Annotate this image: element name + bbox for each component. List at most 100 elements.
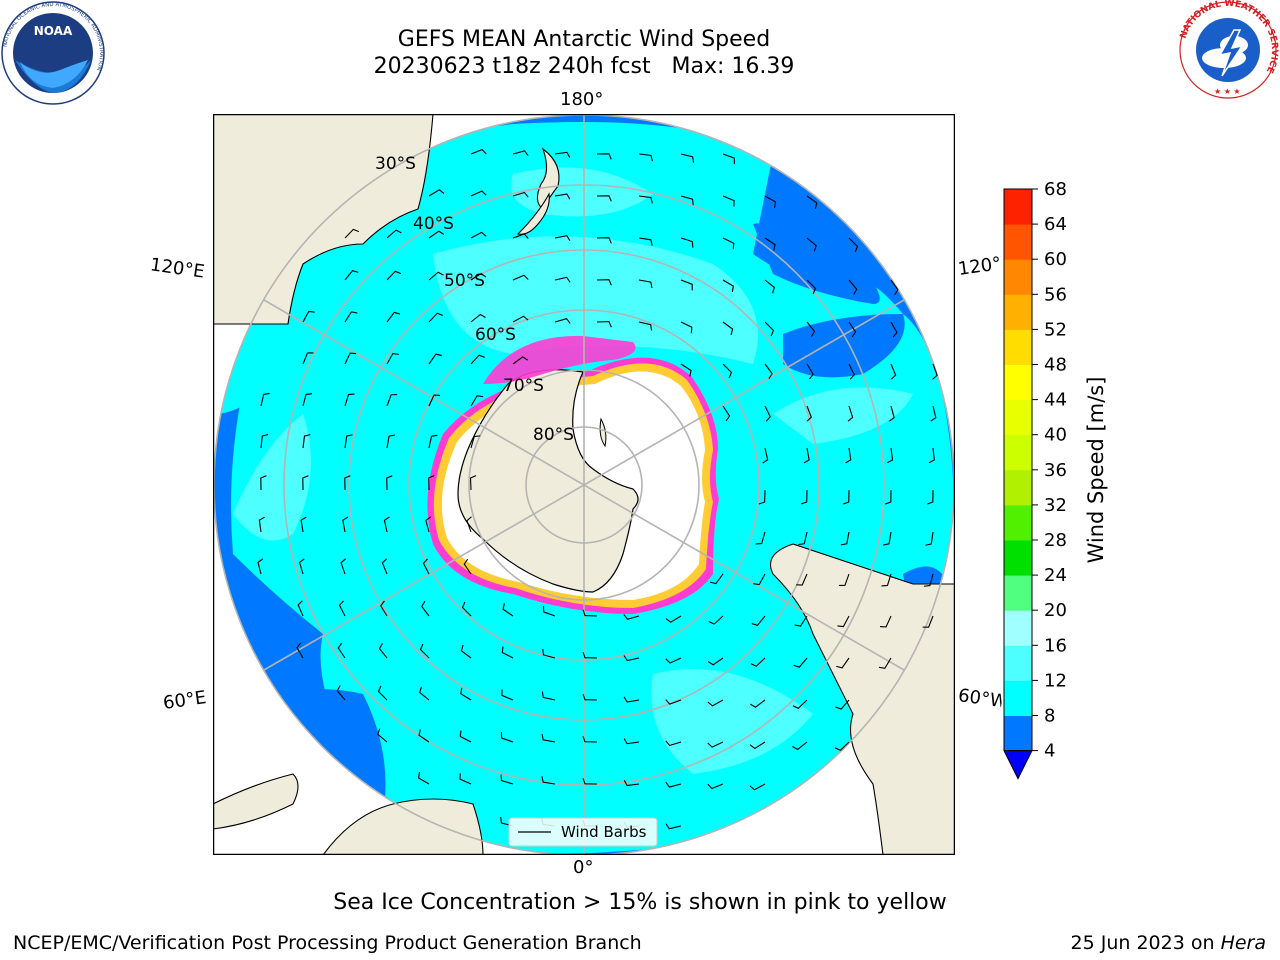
wind-barb	[680, 363, 692, 377]
wind-barb	[638, 153, 653, 162]
wind-barb	[596, 321, 612, 328]
wind-barb	[623, 738, 640, 745]
wind-barb	[842, 489, 850, 505]
wind-barb	[386, 434, 396, 449]
wind-barb	[665, 740, 682, 747]
colorbar-segment	[1004, 610, 1032, 646]
lon-label-60e: 60°E	[161, 687, 208, 714]
sea-ice-caption: Sea Ice Concentration > 15% is shown in …	[333, 890, 947, 915]
lon-label-120e: 120°E	[148, 254, 206, 283]
colorbar-label: Wind Speed [m/s]	[1084, 377, 1108, 564]
wind-barb	[460, 687, 472, 701]
lat-label-50: 50°S	[444, 271, 485, 291]
wind-barb	[428, 189, 445, 197]
wind-barb	[418, 771, 430, 785]
wind-barb	[707, 741, 724, 748]
wind-barb	[834, 741, 850, 751]
wind-barb	[512, 315, 529, 323]
wind-barb	[344, 269, 359, 281]
wind-barb	[800, 489, 808, 505]
wind-barb	[665, 781, 682, 788]
wind-barb	[386, 475, 393, 491]
colorbar-tick-label: 52	[1044, 319, 1067, 340]
wind-barb	[722, 237, 735, 250]
wind-barb	[419, 643, 430, 659]
wind-barb	[845, 447, 852, 464]
wind-barb	[461, 601, 472, 617]
wind-barb	[541, 776, 556, 785]
wind-barb	[582, 777, 598, 785]
wind-barb	[258, 516, 265, 533]
wind-barb	[469, 475, 477, 491]
wind-barb	[383, 516, 390, 533]
svg-text:★ ★ ★: ★ ★ ★	[1214, 87, 1241, 96]
wind-barb	[623, 655, 640, 662]
colorbar-tick-label: 20	[1044, 600, 1067, 621]
wind-barb	[707, 699, 724, 707]
footer-credit: NCEP/EMC/Verification Post Processing Pr…	[13, 932, 642, 954]
lon-label-180: 180°	[560, 89, 604, 110]
wind-barb	[512, 233, 529, 239]
wind-barb	[890, 321, 898, 338]
wind-barb	[680, 195, 694, 206]
wind-barb	[582, 693, 598, 701]
wind-barb	[500, 732, 514, 743]
wind-barb	[582, 651, 598, 659]
wind-barb	[890, 363, 897, 380]
noaa-logo: NOAA NATIONAL OCEANIC AND ATMOSPHERIC AD…	[1, 1, 105, 105]
lat-label-60: 60°S	[475, 325, 516, 345]
wind-barb	[758, 489, 766, 505]
colorbar-segment	[1004, 294, 1032, 330]
wind-barb	[755, 531, 766, 545]
wind-barb	[459, 773, 472, 785]
wind-barb	[623, 779, 640, 787]
wind-barb	[596, 195, 612, 202]
wind-barb	[889, 405, 895, 422]
wind-barb	[840, 531, 850, 546]
wind-barb	[848, 279, 858, 295]
wind-barb	[638, 237, 653, 246]
lon-label-0: 0°	[573, 857, 594, 878]
wind-barb	[792, 699, 808, 709]
colorbar-segment	[1004, 399, 1032, 436]
wind-barb	[422, 558, 430, 575]
colorbar-tick-label: 44	[1044, 390, 1067, 411]
wind-barb	[806, 363, 814, 380]
polar-map: Wind Barbs 30°S 40°S 50°S 60°S 70°S 80°S	[213, 114, 955, 855]
wind-barb	[554, 193, 571, 200]
footer-date: 25 Jun 2023 on Hera	[1071, 932, 1266, 954]
wind-barb	[680, 279, 693, 291]
wind-barb	[501, 689, 514, 701]
lat-label-70: 70°S	[503, 376, 544, 396]
wind-barb	[764, 279, 776, 294]
wind-barb	[707, 657, 724, 666]
wind-barb	[638, 279, 653, 289]
wind-barb	[541, 691, 556, 701]
wind-barb	[428, 475, 435, 491]
wind-barb	[837, 615, 850, 628]
wind-barb	[338, 600, 346, 617]
colorbar-tick-label: 28	[1044, 530, 1067, 551]
wind-barb	[623, 614, 640, 620]
wind-barb	[377, 685, 388, 701]
wind-barb	[930, 405, 937, 422]
wind-barb	[848, 321, 857, 338]
wind-barb	[260, 475, 267, 491]
wind-barb	[623, 696, 640, 703]
wind-barb	[470, 231, 487, 239]
wind-barb	[665, 699, 682, 705]
wind-barb	[470, 435, 481, 449]
wind-barb	[878, 657, 892, 669]
wind-barb	[792, 741, 808, 751]
wind-barb	[418, 729, 430, 743]
wind-barb	[932, 363, 938, 380]
lat-label-30: 30°S	[375, 154, 416, 174]
wind-barb	[794, 615, 808, 627]
wind-barb	[554, 235, 571, 242]
wind-barb	[302, 434, 311, 449]
wind-barb	[708, 615, 724, 625]
wind-barb	[751, 615, 766, 626]
colorbar-segment	[1004, 469, 1032, 506]
wind-barb	[709, 573, 724, 585]
wind-barb	[680, 153, 695, 163]
